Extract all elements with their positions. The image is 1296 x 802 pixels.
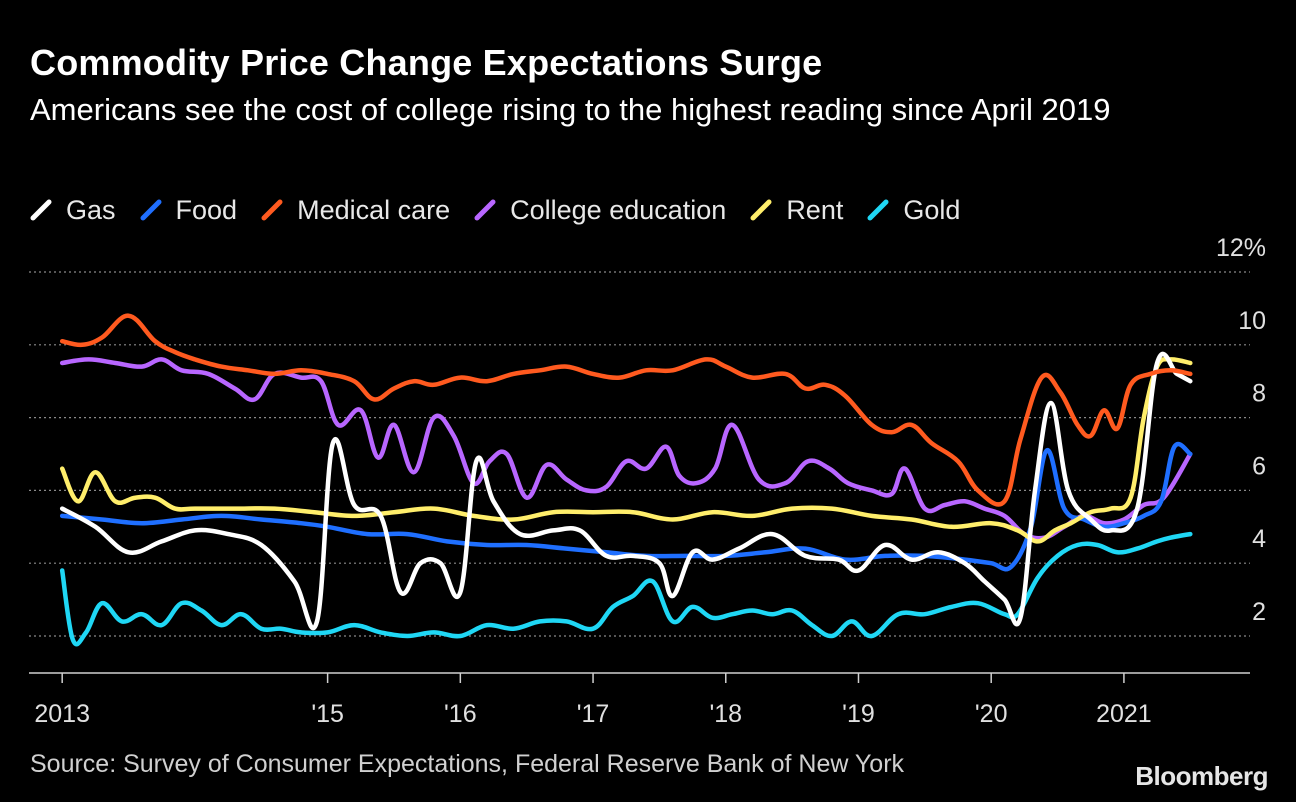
legend-swatch [474,199,496,221]
y-tick-label: 12% [1216,234,1266,262]
x-tick-label: '16 [444,700,477,728]
legend-swatch [750,199,772,221]
legend-swatch [867,199,889,221]
x-tick-label: 2021 [1096,700,1152,728]
y-tick-label: 10 [1238,307,1266,335]
x-tick-label: '17 [577,700,610,728]
legend-item: Food [140,194,238,226]
source-note: Source: Survey of Consumer Expectations,… [30,750,905,778]
series-line-medical-care [59,313,1193,507]
y-tick-label: 4 [1252,525,1266,553]
series-lines [59,313,1193,647]
series-line-food [59,441,1193,572]
gridlines [29,271,1250,637]
series-line-gold [59,531,1193,647]
chart-subtitle: Americans see the cost of college rising… [30,92,1111,127]
legend-item: Gold [867,195,960,226]
legend-label: Medical care [297,194,451,225]
legend-label: Food [175,194,238,225]
legend-item: Medical care [261,195,450,226]
legend-swatch [261,199,283,221]
x-tick-label: '19 [842,700,875,728]
bloomberg-logo: Bloomberg [1135,761,1268,791]
x-tick-label: '20 [975,700,1008,728]
x-axis: 2013 '15 '16 '17 '18 '19 '20 2021 [29,672,1250,728]
x-tick-label: '15 [311,700,344,728]
x-tick-label: 2013 [34,700,90,728]
legend-item: College education [474,195,726,226]
series-line-gas [59,351,1193,631]
legend-label: Gold [903,194,961,225]
legend-item: Rent [750,195,843,226]
y-tick-label: 2 [1252,598,1266,626]
legend: Gas Food Medical care College education Rent… [30,193,984,227]
chart-title: Commodity Price Change Expectations Surg… [30,42,823,83]
legend-label: Gas [66,194,116,225]
legend-item: Gas [30,195,116,226]
legend-label: College education [510,194,727,225]
series-line-rent [59,356,1193,544]
y-tick-label: 8 [1252,380,1266,408]
y-axis-tick-labels: 2 4 6 8 10 12% [1216,234,1266,626]
legend-swatch [30,199,52,221]
legend-label: Rent [786,194,844,225]
y-tick-label: 6 [1252,452,1266,480]
legend-swatch [140,199,162,221]
x-tick-label: '18 [709,700,742,728]
